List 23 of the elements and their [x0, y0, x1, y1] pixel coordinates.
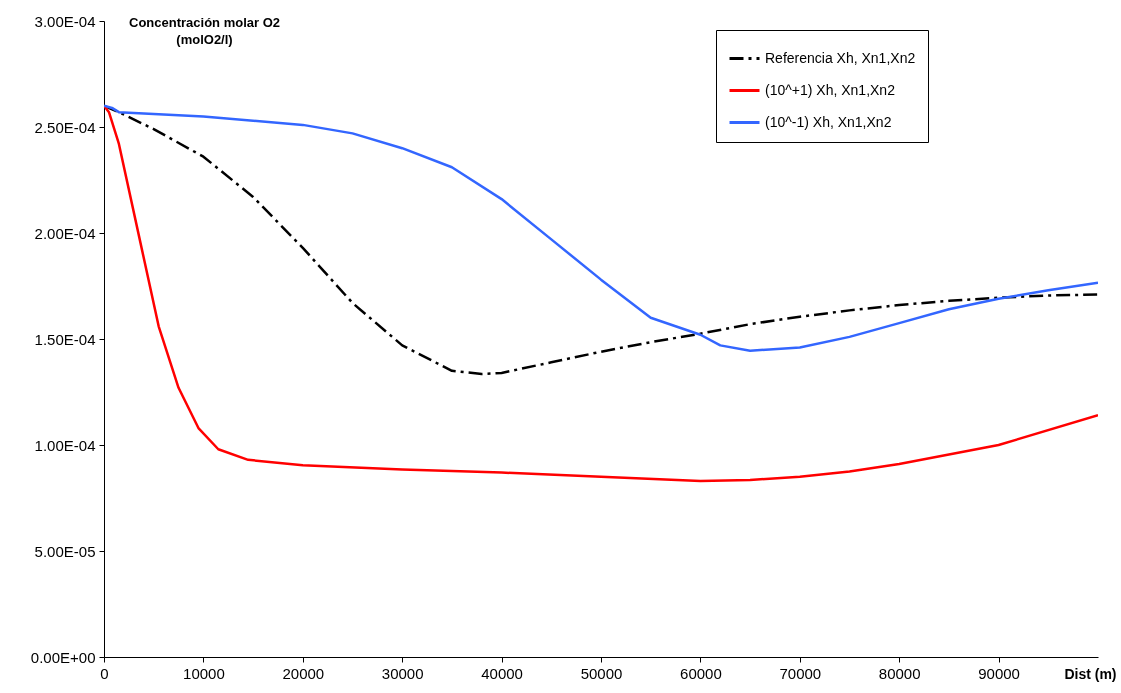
line-series [104, 104, 1098, 483]
y-tick-label: 3.00E-04 [34, 12, 96, 30]
x-tick-label: 30000 [381, 664, 424, 682]
x-axis-title: Dist (m) [1064, 665, 1117, 682]
x-tick-label: 20000 [282, 664, 325, 682]
legend-label: (10^+1) Xh, Xn1,Xn2 [765, 81, 896, 98]
y-tick-label: 0.00E+00 [30, 648, 96, 666]
x-tick-label: 0 [100, 664, 109, 682]
y-tick-label: 2.50E-04 [34, 118, 96, 136]
y-tick-label: 5.00E-05 [34, 542, 96, 560]
legend-label: Referencia Xh, Xn1,Xn2 [765, 49, 916, 66]
y-axis-title: Concentración molar O2 (molO2/l) [129, 14, 280, 47]
x-tick-label: 70000 [779, 664, 822, 682]
x-tick-label: 80000 [878, 664, 921, 682]
legend-label: (10^-1) Xh, Xn1,Xn2 [765, 113, 892, 130]
y-tick-label: 2.00E-04 [34, 224, 96, 242]
x-tick-label: 10000 [183, 664, 225, 682]
x-tick-label: 50000 [580, 664, 623, 682]
x-tick-label: 60000 [680, 664, 722, 682]
x-tick-label: 40000 [481, 664, 523, 682]
y-tick-label: 1.00E-04 [34, 436, 96, 454]
y-tick-label: 1.50E-04 [34, 330, 96, 348]
x-tick-label: 90000 [978, 664, 1020, 682]
